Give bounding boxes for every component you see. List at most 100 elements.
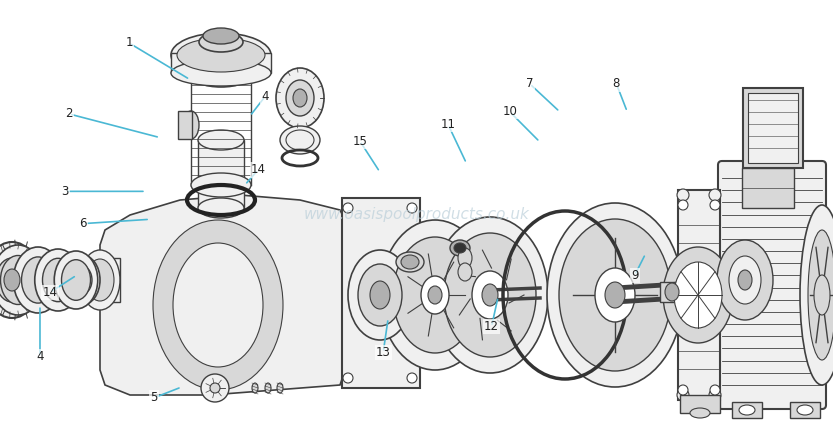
Ellipse shape xyxy=(72,266,92,294)
Bar xyxy=(790,402,820,418)
Ellipse shape xyxy=(1,255,36,304)
Ellipse shape xyxy=(42,258,73,302)
Ellipse shape xyxy=(665,283,679,301)
Ellipse shape xyxy=(81,258,109,302)
Text: 10: 10 xyxy=(502,105,517,118)
Ellipse shape xyxy=(678,385,688,395)
Ellipse shape xyxy=(472,271,508,319)
Text: 4: 4 xyxy=(261,90,269,103)
Ellipse shape xyxy=(690,408,710,418)
Bar xyxy=(342,198,420,388)
Ellipse shape xyxy=(210,383,220,393)
Bar xyxy=(171,53,271,73)
Text: 2: 2 xyxy=(65,108,73,120)
Ellipse shape xyxy=(4,269,20,291)
Ellipse shape xyxy=(343,373,353,383)
Ellipse shape xyxy=(198,198,244,218)
Ellipse shape xyxy=(454,243,466,253)
Ellipse shape xyxy=(86,265,104,295)
Ellipse shape xyxy=(808,230,833,360)
Ellipse shape xyxy=(605,282,625,308)
Ellipse shape xyxy=(0,258,28,302)
Ellipse shape xyxy=(678,200,688,210)
Ellipse shape xyxy=(444,233,536,357)
Ellipse shape xyxy=(458,248,472,268)
Ellipse shape xyxy=(64,255,100,305)
Ellipse shape xyxy=(183,111,199,139)
Ellipse shape xyxy=(428,286,442,304)
Bar xyxy=(743,88,803,168)
Ellipse shape xyxy=(153,220,283,390)
Ellipse shape xyxy=(286,80,314,116)
Text: 6: 6 xyxy=(79,217,87,230)
Ellipse shape xyxy=(450,240,470,256)
Bar xyxy=(678,190,720,400)
Ellipse shape xyxy=(709,189,721,201)
Ellipse shape xyxy=(458,263,472,281)
Ellipse shape xyxy=(80,250,120,310)
Ellipse shape xyxy=(677,389,689,401)
Ellipse shape xyxy=(421,276,449,314)
Ellipse shape xyxy=(358,264,402,326)
Ellipse shape xyxy=(177,38,265,72)
Ellipse shape xyxy=(393,237,477,353)
Ellipse shape xyxy=(380,220,490,370)
Bar xyxy=(660,282,680,302)
Ellipse shape xyxy=(814,275,830,315)
Bar xyxy=(748,93,798,163)
Ellipse shape xyxy=(276,68,324,128)
Ellipse shape xyxy=(171,60,271,86)
Text: 9: 9 xyxy=(631,269,639,282)
Ellipse shape xyxy=(800,205,833,385)
Text: 5: 5 xyxy=(151,391,157,404)
Text: 1: 1 xyxy=(125,37,133,49)
Text: 3: 3 xyxy=(62,185,68,198)
Text: 15: 15 xyxy=(352,135,367,147)
Text: 14: 14 xyxy=(42,286,57,299)
Text: 4: 4 xyxy=(36,350,44,363)
Ellipse shape xyxy=(265,383,271,393)
Ellipse shape xyxy=(710,385,720,395)
Ellipse shape xyxy=(252,383,258,393)
Bar xyxy=(178,111,192,139)
Ellipse shape xyxy=(710,200,720,210)
Ellipse shape xyxy=(0,245,44,315)
Ellipse shape xyxy=(595,268,635,322)
Ellipse shape xyxy=(370,281,390,309)
Ellipse shape xyxy=(0,242,40,318)
Ellipse shape xyxy=(663,247,733,343)
Ellipse shape xyxy=(201,374,229,402)
FancyBboxPatch shape xyxy=(718,161,826,409)
Bar xyxy=(95,258,120,302)
Text: 13: 13 xyxy=(376,346,391,359)
Ellipse shape xyxy=(396,252,424,272)
Ellipse shape xyxy=(407,203,417,213)
Ellipse shape xyxy=(86,259,114,301)
Ellipse shape xyxy=(674,262,722,328)
Ellipse shape xyxy=(559,219,671,371)
Text: 12: 12 xyxy=(484,320,499,333)
Ellipse shape xyxy=(62,260,91,300)
Bar xyxy=(732,402,762,418)
Bar xyxy=(680,395,720,413)
Ellipse shape xyxy=(709,389,721,401)
Ellipse shape xyxy=(729,256,761,304)
Text: 7: 7 xyxy=(526,77,534,90)
Ellipse shape xyxy=(280,126,320,154)
Ellipse shape xyxy=(191,173,251,197)
Ellipse shape xyxy=(739,405,755,415)
Ellipse shape xyxy=(199,32,243,52)
Ellipse shape xyxy=(343,203,353,213)
Ellipse shape xyxy=(432,217,548,373)
Ellipse shape xyxy=(797,405,813,415)
Ellipse shape xyxy=(203,28,239,44)
Ellipse shape xyxy=(482,284,498,306)
Bar xyxy=(742,168,794,208)
Ellipse shape xyxy=(171,33,271,77)
Ellipse shape xyxy=(738,270,752,290)
Ellipse shape xyxy=(13,247,62,313)
Ellipse shape xyxy=(547,203,683,387)
Ellipse shape xyxy=(198,130,244,150)
Ellipse shape xyxy=(407,373,417,383)
Ellipse shape xyxy=(173,243,263,367)
